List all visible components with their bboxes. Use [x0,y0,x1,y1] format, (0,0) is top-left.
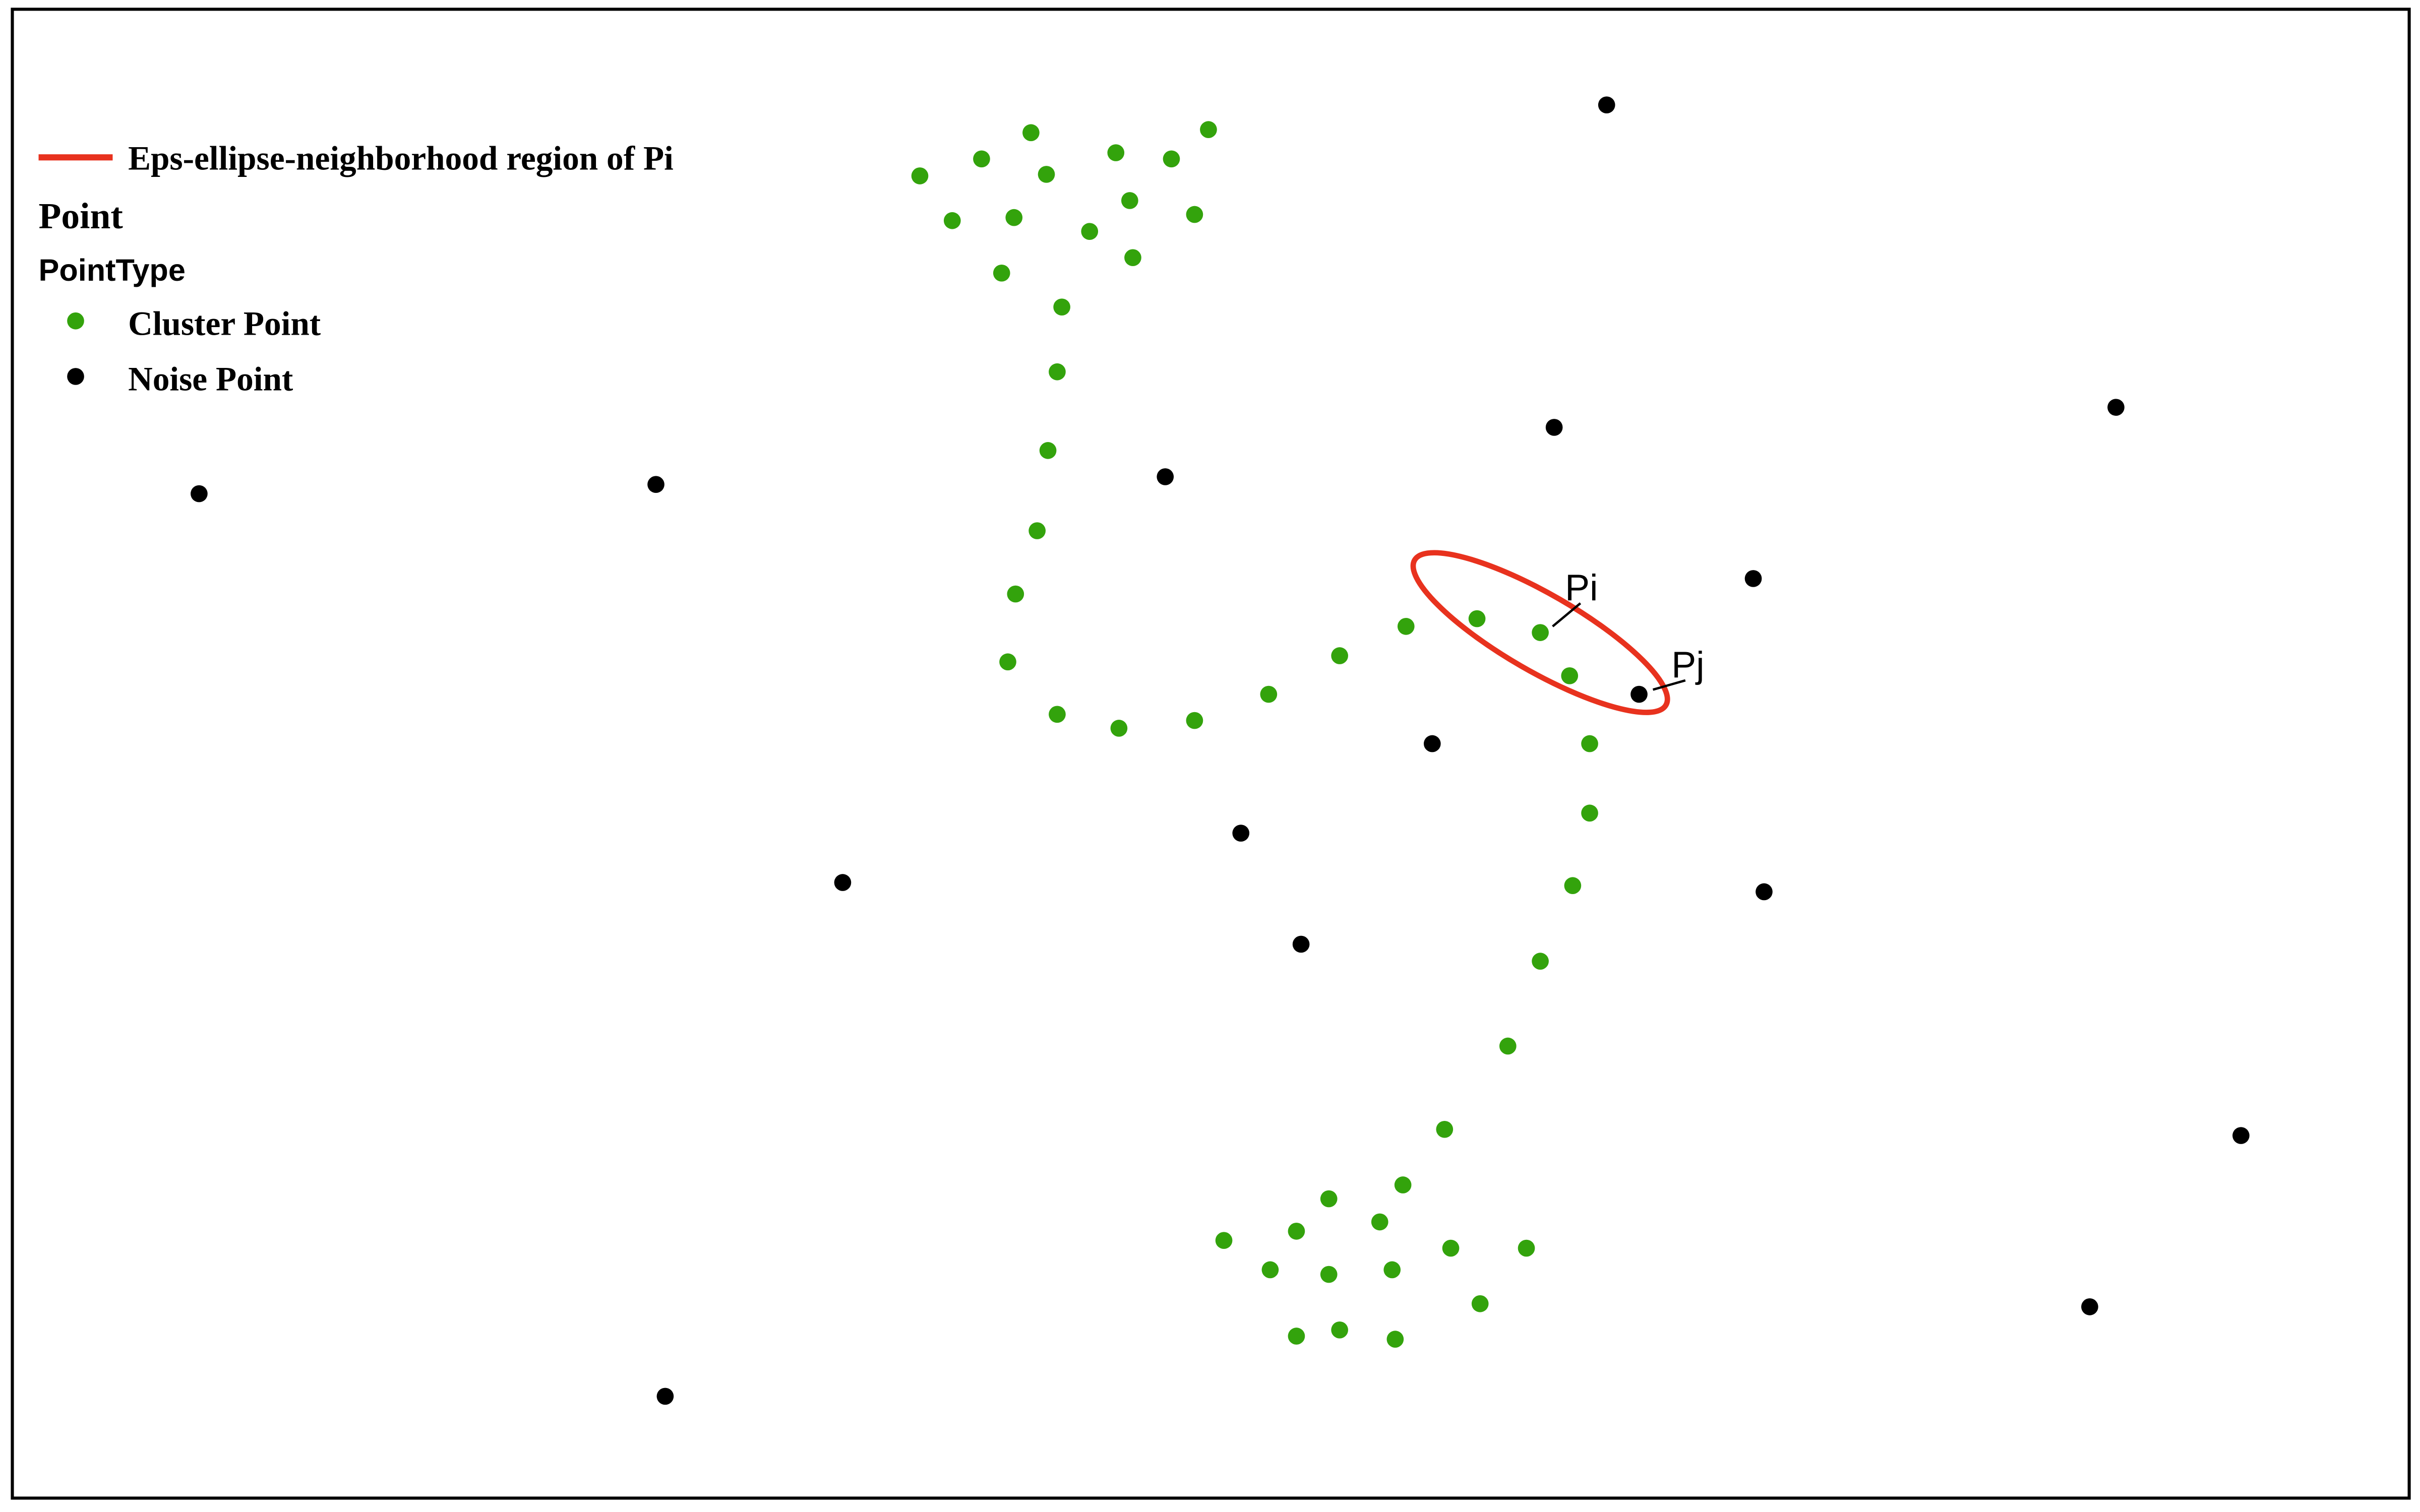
cluster-point [1383,1261,1401,1279]
cluster-point [1288,1223,1305,1240]
noise-point [1292,935,1310,953]
cluster-point [1386,1331,1404,1348]
cluster-point [1518,1239,1535,1257]
cluster-point [1038,166,1055,183]
cluster-point [1110,720,1128,737]
legend-pointtype-title: PointType [39,253,186,287]
cluster-point [911,167,929,184]
noise-point [1232,825,1250,842]
noise-point [1756,883,1773,901]
cluster-point [1005,209,1023,226]
cluster-point [999,653,1016,671]
cluster-point [1371,1213,1388,1231]
noise-point [2232,1127,2250,1144]
cluster-point [1007,585,1024,603]
cluster-point [1049,363,1066,381]
pi-label: Pi [1565,566,1598,608]
cluster-point [1331,647,1348,664]
noise-point [1423,735,1441,752]
noise-point [834,874,852,891]
cluster-point [1288,1328,1305,1345]
cluster-point [1186,712,1203,729]
cluster-points [911,121,1598,1348]
pj-leader-line [1652,679,1686,691]
noise-point [191,485,208,502]
cluster-point [1331,1321,1348,1339]
cluster-point [1039,442,1057,459]
noise-point [1157,468,1174,485]
cluster-point [1053,298,1070,316]
eps-ellipse-region [1410,550,1670,715]
plot-frame [11,8,2411,1500]
cluster-point [1186,206,1203,223]
cluster-point [1022,124,1040,142]
cluster-point [993,265,1010,282]
legend-noise-label: Noise Point [128,360,293,398]
noise-point [2081,1298,2098,1315]
noise-point [2107,399,2125,416]
legend-cluster-label: Cluster Point [128,304,321,342]
cluster-point [1124,249,1141,267]
cluster-point [1581,804,1598,822]
pj-label: Pj [1671,644,1704,685]
cluster-point [1049,706,1066,723]
noise-point [1630,685,1648,703]
cluster-point [1532,624,1549,641]
cluster-point [1468,610,1486,627]
cluster-point [1107,144,1125,161]
noise-point [1744,570,1762,587]
legend-point-title: Point [39,196,124,236]
legend-noise-marker [67,368,84,385]
noise-point [1598,96,1615,113]
pi-leader-line [1552,602,1582,627]
cluster-point [1200,121,1217,138]
cluster-point [1081,223,1099,240]
cluster-point [1320,1266,1338,1283]
cluster-point [1397,618,1415,635]
cluster-point [1261,1261,1279,1279]
cluster-point [1561,667,1579,684]
noise-point [647,476,664,493]
legend-ellipse-label: Eps-ellipse-neighborhood region of Pi [128,140,674,177]
cluster-point [1564,877,1582,894]
cluster-point [1394,1176,1412,1193]
cluster-point [1471,1295,1489,1312]
cluster-point [943,212,961,229]
cluster-point [973,150,990,168]
legend-cluster-marker [67,312,84,330]
cluster-point [1581,735,1598,752]
cluster-point [1163,150,1180,168]
cluster-point [1121,192,1138,209]
cluster-point [1260,685,1278,703]
noise-points [191,96,2250,1405]
legend: Eps-ellipse-neighborhood region of Pi Po… [39,140,674,398]
cluster-point [1028,522,1046,539]
cluster-point [1442,1239,1460,1257]
cluster-point [1499,1037,1517,1055]
cluster-point [1436,1120,1454,1138]
noise-point [656,1388,674,1405]
cluster-point [1532,953,1549,970]
noise-point [1545,419,1563,436]
cluster-point [1215,1232,1233,1249]
cluster-point [1320,1190,1338,1208]
